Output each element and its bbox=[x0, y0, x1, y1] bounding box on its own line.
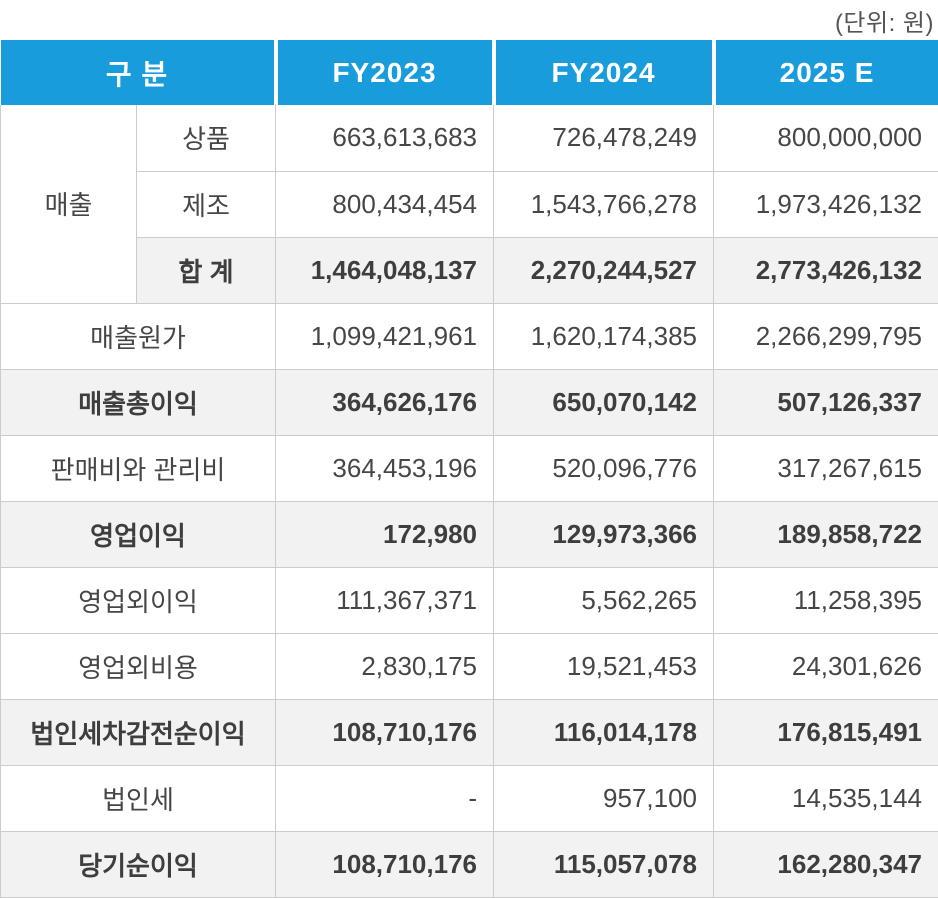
row-non-operating-expense: 영업외비용 2,830,175 19,521,453 24,301,626 bbox=[0, 632, 938, 700]
row-net-income: 당기순이익 108,710,176 115,057,078 162,280,34… bbox=[0, 830, 938, 898]
unit-label: (단위: 원) bbox=[834, 9, 934, 37]
value-cell: 364,626,176 bbox=[275, 368, 494, 436]
value-cell: 1,620,174,385 bbox=[493, 302, 714, 370]
value-cell: 116,014,178 bbox=[493, 698, 714, 766]
value-cell: 800,434,454 bbox=[275, 170, 494, 238]
value-cell: 2,773,426,132 bbox=[713, 236, 938, 304]
row-income-tax: 법인세 - 957,100 14,535,144 bbox=[0, 764, 938, 832]
row-sg-and-a: 판매비와 관리비 364,453,196 520,096,776 317,267… bbox=[0, 434, 938, 502]
value-cell: 108,710,176 bbox=[275, 830, 494, 898]
row-non-operating-income: 영업외이익 111,367,371 5,562,265 11,258,395 bbox=[0, 566, 938, 634]
row-cost-of-sales: 매출원가 1,099,421,961 1,620,174,385 2,266,2… bbox=[0, 302, 938, 370]
value-cell: 663,613,683 bbox=[275, 105, 494, 172]
row-pretax-income: 법인세차감전순이익 108,710,176 116,014,178 176,81… bbox=[0, 698, 938, 766]
value-cell: 19,521,453 bbox=[493, 632, 714, 700]
value-cell: 24,301,626 bbox=[713, 632, 938, 700]
row-label: 당기순이익 bbox=[0, 830, 276, 898]
value-cell: 317,267,615 bbox=[713, 434, 938, 502]
value-cell: 650,070,142 bbox=[493, 368, 714, 436]
row-label: 법인세차감전순이익 bbox=[0, 698, 276, 766]
value-cell: 800,000,000 bbox=[713, 105, 938, 172]
value-cell: 1,464,048,137 bbox=[275, 236, 494, 304]
value-cell: 189,858,722 bbox=[713, 500, 938, 568]
header-2025e: 2025 E bbox=[711, 40, 938, 105]
value-cell: - bbox=[275, 764, 494, 832]
value-cell: 14,535,144 bbox=[713, 764, 938, 832]
revenue-group-label: 매출 bbox=[0, 105, 137, 304]
row-revenue-manufacturing: 제조 800,434,454 1,543,766,278 1,973,426,1… bbox=[1, 170, 938, 238]
row-revenue-goods: 매출 상품 663,613,683 726,478,249 800,000,00… bbox=[0, 105, 938, 304]
row-label: 판매비와 관리비 bbox=[0, 434, 276, 502]
row-label: 매출원가 bbox=[0, 302, 276, 370]
row-label: 합 계 bbox=[136, 236, 276, 304]
value-cell: 1,099,421,961 bbox=[275, 302, 494, 370]
row-label: 상품 bbox=[136, 105, 276, 172]
row-operating-profit: 영업이익 172,980 129,973,366 189,858,722 bbox=[0, 500, 938, 568]
income-statement-table: 구 분 FY2023 FY2024 2025 E 매출 상품 663,613,6… bbox=[0, 40, 938, 898]
header-row: 구 분 FY2023 FY2024 2025 E bbox=[0, 40, 938, 105]
header-fy2023: FY2023 bbox=[273, 40, 494, 105]
unit-row: (단위: 원) bbox=[0, 0, 938, 40]
value-cell: 176,815,491 bbox=[713, 698, 938, 766]
row-label: 영업외비용 bbox=[0, 632, 276, 700]
header-category: 구 분 bbox=[0, 40, 276, 105]
value-cell: 2,266,299,795 bbox=[713, 302, 938, 370]
value-cell: 129,973,366 bbox=[493, 500, 714, 568]
row-revenue-total: 합 계 1,464,048,137 2,270,244,527 2,773,42… bbox=[1, 236, 938, 304]
row-label: 제조 bbox=[136, 170, 276, 238]
value-cell: 507,126,337 bbox=[713, 368, 938, 436]
value-cell: 172,980 bbox=[275, 500, 494, 568]
header-fy2024: FY2024 bbox=[491, 40, 714, 105]
row-gross-profit: 매출총이익 364,626,176 650,070,142 507,126,33… bbox=[0, 368, 938, 436]
value-cell: 11,258,395 bbox=[713, 566, 938, 634]
value-cell: 2,830,175 bbox=[275, 632, 494, 700]
row-label: 영업이익 bbox=[0, 500, 276, 568]
value-cell: 162,280,347 bbox=[713, 830, 938, 898]
value-cell: 957,100 bbox=[493, 764, 714, 832]
value-cell: 1,543,766,278 bbox=[493, 170, 714, 238]
row-label: 영업외이익 bbox=[0, 566, 276, 634]
row-label: 법인세 bbox=[0, 764, 276, 832]
row-label: 매출총이익 bbox=[0, 368, 276, 436]
value-cell: 364,453,196 bbox=[275, 434, 494, 502]
value-cell: 2,270,244,527 bbox=[493, 236, 714, 304]
value-cell: 1,973,426,132 bbox=[713, 170, 938, 238]
value-cell: 5,562,265 bbox=[493, 566, 714, 634]
value-cell: 726,478,249 bbox=[493, 105, 714, 172]
value-cell: 520,096,776 bbox=[493, 434, 714, 502]
value-cell: 115,057,078 bbox=[493, 830, 714, 898]
value-cell: 111,367,371 bbox=[275, 566, 494, 634]
value-cell: 108,710,176 bbox=[275, 698, 494, 766]
